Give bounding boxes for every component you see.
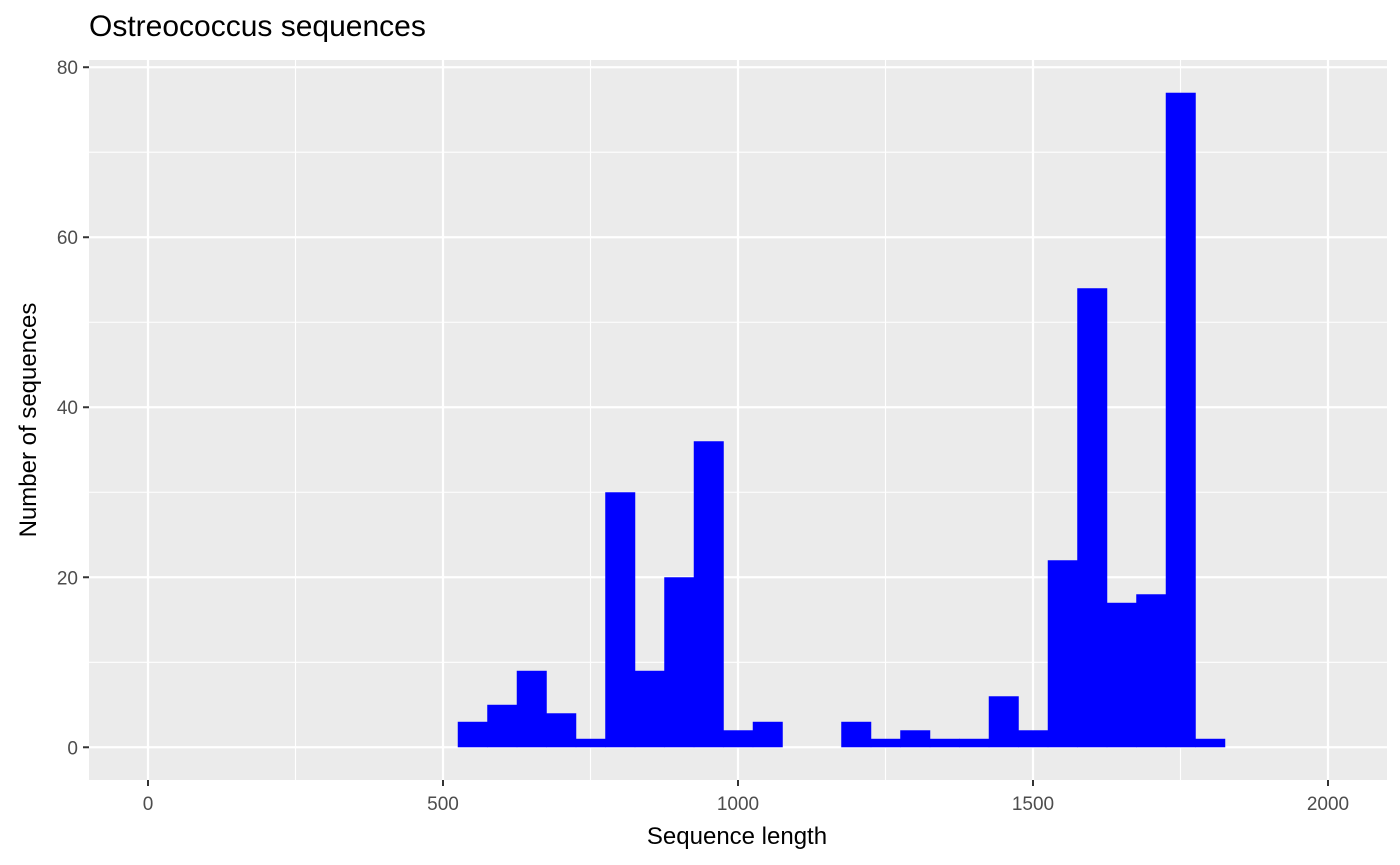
x-tick-label: 1500: [1012, 794, 1054, 815]
y-tick-label: 80: [57, 58, 78, 79]
y-tick-label: 0: [67, 738, 78, 759]
histogram-bar: [1018, 730, 1049, 748]
histogram-bar: [516, 670, 547, 748]
histogram-bar: [457, 721, 488, 748]
histogram-bar: [1106, 602, 1137, 748]
histogram-bar: [841, 721, 872, 748]
histogram-bar: [1136, 594, 1167, 748]
histogram-bar: [900, 730, 931, 748]
x-axis-title: Sequence length: [647, 823, 827, 850]
histogram-bar: [634, 670, 665, 748]
histogram-bar: [1047, 560, 1078, 748]
histogram-bar: [870, 738, 901, 748]
y-tick-label: 40: [57, 398, 78, 419]
histogram-bar: [752, 721, 783, 748]
y-axis-tick-labels: 0 20 40 60 80: [57, 58, 78, 759]
histogram-bar: [1165, 92, 1196, 748]
histogram-bar: [723, 730, 754, 748]
axis-ticks: [83, 66, 1329, 786]
histogram-bar: [988, 696, 1019, 748]
histogram-bar: [605, 492, 636, 748]
histogram-bar: [546, 713, 577, 748]
histogram-bar: [1077, 288, 1108, 748]
histogram-bar: [929, 738, 960, 748]
y-axis-title: Number of sequences: [15, 303, 42, 538]
histogram-bar: [1195, 738, 1226, 748]
histogram-bar: [575, 738, 606, 748]
histogram-bar: [959, 738, 990, 748]
y-tick-label: 20: [57, 568, 78, 589]
chart-title: Ostreococcus sequences: [89, 10, 426, 43]
x-tick-label: 500: [427, 794, 459, 815]
histogram-bar: [487, 704, 518, 748]
histogram-bars: [457, 92, 1226, 748]
histogram-bar: [664, 577, 695, 748]
x-axis-tick-labels: 0 500 1000 1500 2000: [143, 794, 1349, 815]
histogram-bar: [693, 441, 724, 748]
x-tick-label: 0: [143, 794, 154, 815]
y-tick-label: 60: [57, 228, 78, 249]
x-tick-label: 1000: [717, 794, 759, 815]
x-tick-label: 2000: [1307, 794, 1349, 815]
